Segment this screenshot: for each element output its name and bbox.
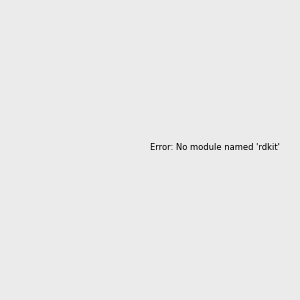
- Text: Error: No module named 'rdkit': Error: No module named 'rdkit': [150, 143, 280, 152]
